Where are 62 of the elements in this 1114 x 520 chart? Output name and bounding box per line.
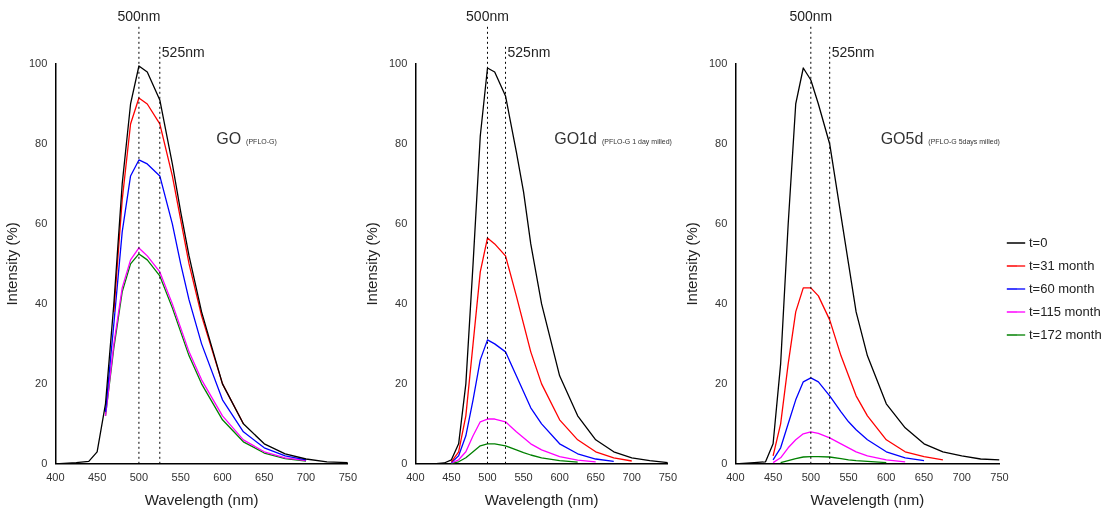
x-tick-label: 600 xyxy=(550,471,569,484)
x-tick-label: 450 xyxy=(442,471,461,484)
y-axis-title: Intensity (%) xyxy=(683,222,701,306)
x-tick-label: 550 xyxy=(514,471,533,484)
x-tick-label: 400 xyxy=(726,471,745,484)
annotation: GO5d xyxy=(880,129,924,147)
y-tick-label: 0 xyxy=(401,456,408,469)
x-tick-label: 500 xyxy=(478,471,497,484)
legend-label: t=31 month xyxy=(1029,257,1095,273)
x-tick-label: 650 xyxy=(255,471,274,484)
x-tick-label: 450 xyxy=(763,471,783,484)
y-tick-label: 60 xyxy=(35,216,48,229)
legend-label: t=60 month xyxy=(1029,280,1095,296)
y-tick-label: 80 xyxy=(715,136,728,149)
x-tick-label: 500 xyxy=(129,471,149,484)
ref-line-label: 500nm xyxy=(117,7,161,24)
x-tick-label: 650 xyxy=(914,471,934,484)
x-tick-label: 700 xyxy=(622,471,641,484)
y-tick-label: 40 xyxy=(715,296,728,309)
x-tick-label: 550 xyxy=(171,471,190,484)
ref-line-label: 525nm xyxy=(507,43,551,60)
x-tick-label: 700 xyxy=(952,471,971,484)
legend-label: t=0 xyxy=(1029,234,1048,250)
y-tick-label: 100 xyxy=(708,57,728,70)
y-tick-label: 60 xyxy=(395,216,408,229)
x-tick-label: 450 xyxy=(87,471,107,484)
y-tick-label: 100 xyxy=(388,57,408,70)
y-tick-label: 20 xyxy=(715,376,728,389)
y-tick-label: 80 xyxy=(395,136,408,149)
annotation: GO xyxy=(216,129,242,147)
x-axis-title: Wavelength (nm) xyxy=(810,491,925,509)
x-tick-label: 750 xyxy=(658,471,677,484)
x-tick-label: 400 xyxy=(46,471,65,484)
x-tick-label: 500 xyxy=(801,471,820,484)
x-tick-label: 750 xyxy=(990,471,1009,484)
y-tick-label: 20 xyxy=(35,376,48,389)
ref-line-label: 500nm xyxy=(466,7,509,24)
ref-line-label: 525nm xyxy=(831,43,875,60)
y-tick-label: 0 xyxy=(721,456,728,469)
x-tick-label: 600 xyxy=(877,471,896,484)
y-axis-title: Intensity (%) xyxy=(3,222,21,306)
y-tick-label: 20 xyxy=(395,376,408,389)
y-axis-title: Intensity (%) xyxy=(363,222,381,306)
y-tick-label: 0 xyxy=(41,456,48,469)
y-tick-label: 40 xyxy=(395,296,408,309)
y-tick-label: 100 xyxy=(28,57,48,70)
x-tick-label: 650 xyxy=(586,471,605,484)
annotation: GO1d xyxy=(554,129,597,147)
x-axis-title: Wavelength (nm) xyxy=(144,491,259,509)
y-tick-label: 60 xyxy=(715,216,728,229)
ref-line-label: 500nm xyxy=(789,7,833,24)
x-tick-label: 400 xyxy=(406,471,425,484)
y-tick-label: 40 xyxy=(35,296,48,309)
y-tick-label: 80 xyxy=(35,136,48,149)
x-tick-label: 750 xyxy=(338,471,357,484)
legend-label: t=115 month xyxy=(1029,303,1101,319)
x-axis-title: Wavelength (nm) xyxy=(484,491,599,509)
legend-label: t=172 month xyxy=(1029,326,1102,342)
x-tick-label: 550 xyxy=(839,471,858,484)
x-tick-label: 600 xyxy=(213,471,232,484)
x-tick-label: 700 xyxy=(296,471,316,484)
ref-line-label: 525nm xyxy=(161,43,205,60)
